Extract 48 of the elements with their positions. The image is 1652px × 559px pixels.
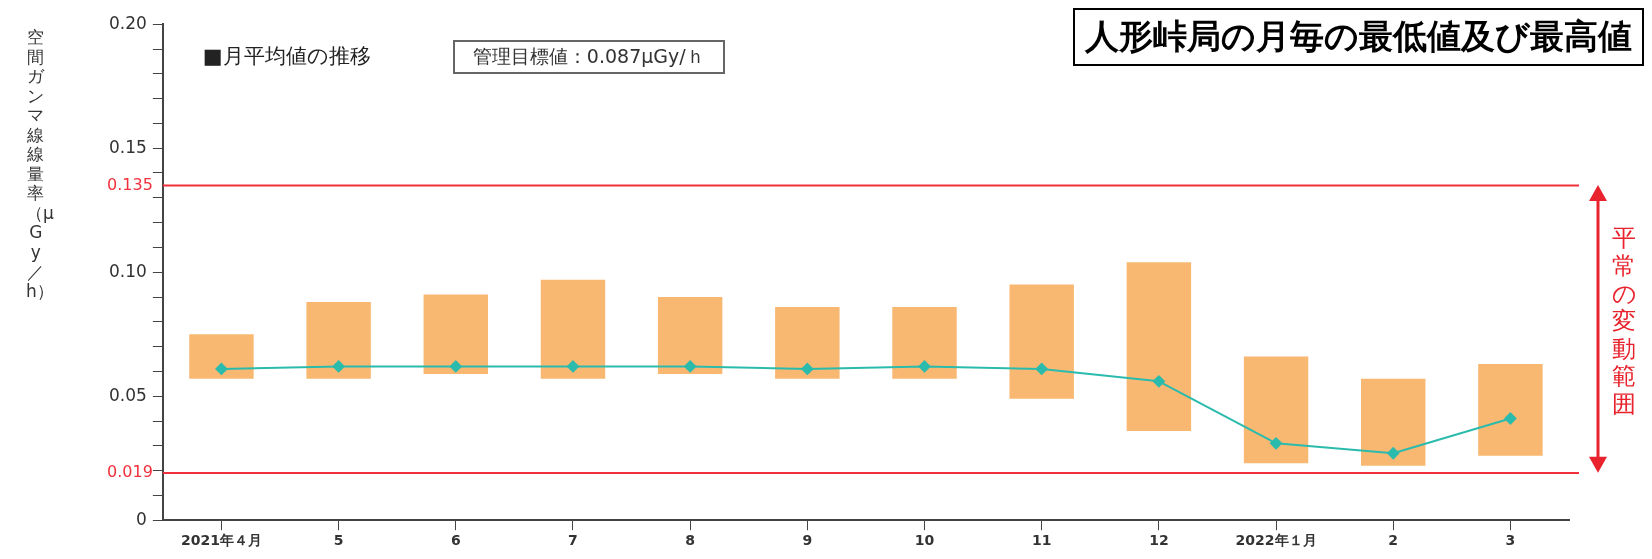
y-tick-label: 0 xyxy=(136,508,147,529)
point xyxy=(918,360,931,373)
point xyxy=(801,362,814,375)
x-tick-label: 2022年１月 xyxy=(1235,532,1317,549)
x-tick-label: 3 xyxy=(1505,532,1516,549)
x-tick-label: 7 xyxy=(568,532,578,549)
x-tick-label: 8 xyxy=(685,532,696,549)
bar xyxy=(1009,284,1074,399)
text: 平常の変動範囲 xyxy=(1611,224,1638,419)
y-tick-label: 0.15 xyxy=(108,136,147,157)
bar xyxy=(306,301,371,379)
bar xyxy=(775,306,840,379)
x-tick-label: 2 xyxy=(1388,532,1399,549)
x-tick-label: 2021年４月 xyxy=(180,532,262,549)
chart-title: 人形峠局の月毎の最低値及び最高値 xyxy=(1073,8,1644,66)
bar xyxy=(540,279,606,379)
bar xyxy=(1126,262,1192,431)
x-tick-label: 5 xyxy=(333,532,344,549)
bar xyxy=(423,294,489,374)
point xyxy=(215,362,228,375)
y-tick-label: 0.05 xyxy=(108,384,147,405)
point xyxy=(1387,447,1400,460)
y-tick-label: 0.20 xyxy=(108,12,147,33)
y-tick-label: 0.10 xyxy=(108,260,147,281)
point xyxy=(566,360,579,373)
x-tick-label: 12 xyxy=(1149,532,1169,549)
point xyxy=(1270,437,1283,450)
ref-line-label: 0.135 xyxy=(107,174,153,194)
bar xyxy=(892,306,957,379)
bar xyxy=(1361,378,1426,466)
ref-line-label: 0.019 xyxy=(107,462,153,482)
point xyxy=(1152,375,1165,388)
x-tick-label: 10 xyxy=(914,532,935,549)
bar xyxy=(1243,356,1309,464)
point xyxy=(449,360,462,373)
point xyxy=(1504,412,1517,425)
bar xyxy=(189,334,254,379)
x-tick-label: 6 xyxy=(450,532,461,549)
annotation: 管理目標値：0.087μGy/ｈ xyxy=(452,40,725,74)
text: 空間ガンマ線線量率（μGy／h） xyxy=(26,27,54,302)
annotation: ■月平均値の推移 xyxy=(202,43,371,70)
bar xyxy=(1478,363,1543,456)
point xyxy=(1035,362,1048,375)
x-tick-label: 11 xyxy=(1031,532,1052,549)
point xyxy=(684,360,697,373)
bar xyxy=(657,297,723,374)
x-tick-label: 9 xyxy=(802,532,813,549)
point xyxy=(332,360,345,373)
